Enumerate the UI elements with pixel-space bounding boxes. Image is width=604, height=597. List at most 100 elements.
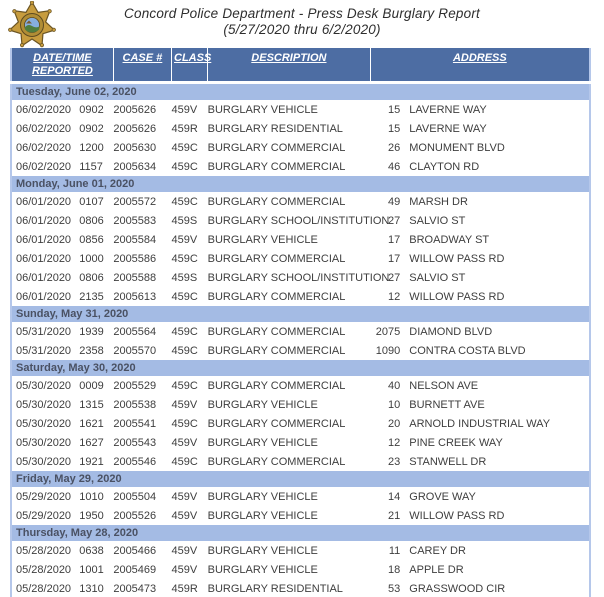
cell-block-number: 12	[370, 433, 401, 452]
incident-row: 06/01/2020 0856 2005584 459V BURGLARY VEHICL…	[11, 230, 590, 249]
cell-block-number: 15	[370, 100, 401, 119]
incident-row: 06/01/2020 0806 2005588 459S BURGLARY SCHOOL…	[11, 268, 590, 287]
cell-street-name: CONTRA COSTA BLVD	[400, 341, 590, 360]
cell-description: BURGLARY VEHICLE	[207, 506, 371, 525]
cell-time-reported: 0009	[79, 376, 114, 395]
cell-street-name: GRASSWOOD CIR	[400, 579, 590, 597]
cell-case-number: 2005613	[113, 287, 172, 306]
incident-row: 05/28/2020 0638 2005466 459V BURGLARY VEHICL…	[11, 541, 590, 560]
cell-block-number: 46	[370, 157, 401, 176]
incident-row: 06/01/2020 0107 2005572 459C BURGLARY COMMER…	[11, 192, 590, 211]
cell-street-name: CAREY DR	[400, 541, 590, 560]
day-section-label: Thursday, May 28, 2020	[11, 525, 590, 541]
cell-description: BURGLARY SCHOOL/INSTITUTION	[207, 211, 389, 230]
cell-block-number: 14	[370, 487, 401, 506]
cell-time-reported: 2135	[79, 287, 114, 306]
cell-date: 05/29/2020	[11, 487, 80, 506]
cell-case-number: 2005504	[113, 487, 172, 506]
cell-class-code: 459V	[171, 506, 208, 525]
cell-date: 05/30/2020	[11, 433, 80, 452]
cell-block-number: 18	[370, 560, 401, 579]
cell-description: BURGLARY COMMERCIAL	[207, 192, 371, 211]
cell-description: BURGLARY VEHICLE	[207, 230, 371, 249]
cell-class-code: 459V	[171, 560, 208, 579]
cell-class-code: 459S	[171, 211, 208, 230]
cell-street-name: WILLOW PASS RD	[400, 287, 590, 306]
incident-row: 06/01/2020 2135 2005613 459C BURGLARY COMMER…	[11, 287, 590, 306]
cell-time-reported: 1315	[79, 395, 114, 414]
cell-class-code: 459C	[171, 414, 208, 433]
cell-class-code: 459V	[171, 433, 208, 452]
cell-class-code: 459C	[171, 322, 208, 341]
cell-class-code: 459C	[171, 249, 208, 268]
cell-time-reported: 1939	[79, 322, 114, 341]
incident-row: 05/29/2020 1950 2005526 459V BURGLARY VEHICL…	[11, 506, 590, 525]
column-header-case-number: CASE #	[112, 48, 172, 83]
cell-case-number: 2005634	[113, 157, 172, 176]
table-header-row: DATE/TIME REPORTED CASE # CLASS DESCRIPT…	[11, 48, 590, 83]
cell-time-reported: 0902	[79, 100, 114, 119]
incident-row: 05/31/2020 2358 2005570 459C BURGLARY COMMER…	[11, 341, 590, 360]
cell-date: 06/01/2020	[11, 211, 80, 230]
police-star-badge-icon	[8, 1, 56, 48]
incident-row: 05/30/2020 1921 2005546 459C BURGLARY COMMER…	[11, 452, 590, 471]
incident-row: 06/02/2020 0902 2005626 459V BURGLARY VEHICL…	[11, 100, 590, 119]
cell-date: 06/01/2020	[11, 249, 80, 268]
cell-block-number: 20	[370, 414, 401, 433]
cell-block-number: 49	[370, 192, 401, 211]
day-section-label: Tuesday, June 02, 2020	[11, 82, 590, 100]
cell-date: 05/31/2020	[11, 322, 80, 341]
cell-block-number: 12	[370, 287, 401, 306]
day-section-row: Saturday, May 30, 2020	[11, 360, 590, 376]
cell-description: BURGLARY VEHICLE	[207, 395, 371, 414]
cell-description: BURGLARY COMMERCIAL	[207, 414, 371, 433]
cell-case-number: 2005626	[113, 100, 172, 119]
cell-street-name: STANWELL DR	[400, 452, 590, 471]
cell-class-code: 459V	[171, 541, 208, 560]
cell-case-number: 2005588	[113, 268, 172, 287]
day-section-row: Friday, May 29, 2020	[11, 471, 590, 487]
cell-street-name: BURNETT AVE	[400, 395, 590, 414]
cell-block-number: 2075	[370, 322, 401, 341]
cell-block-number: 27	[370, 268, 401, 287]
cell-case-number: 2005630	[113, 138, 172, 157]
cell-block-number: 17	[370, 230, 401, 249]
cell-time-reported: 0638	[79, 541, 114, 560]
cell-description: BURGLARY SCHOOL/INSTITUTION	[207, 268, 389, 287]
cell-date: 06/02/2020	[11, 138, 80, 157]
cell-case-number: 2005564	[113, 322, 172, 341]
cell-date: 05/30/2020	[11, 376, 80, 395]
cell-date: 06/02/2020	[11, 119, 80, 138]
cell-class-code: 459V	[171, 230, 208, 249]
incident-row: 05/30/2020 1621 2005541 459C BURGLARY COMMER…	[11, 414, 590, 433]
cell-time-reported: 1627	[79, 433, 114, 452]
cell-case-number: 2005584	[113, 230, 172, 249]
cell-class-code: 459V	[171, 100, 208, 119]
cell-block-number: 15	[370, 119, 401, 138]
incident-row: 05/30/2020 1627 2005543 459V BURGLARY VEHICL…	[11, 433, 590, 452]
column-header-date-time-reported: DATE/TIME REPORTED	[11, 48, 114, 83]
day-section-label: Friday, May 29, 2020	[11, 471, 590, 487]
cell-case-number: 2005570	[113, 341, 172, 360]
cell-date: 05/28/2020	[11, 541, 80, 560]
cell-description: BURGLARY COMMERCIAL	[207, 341, 371, 360]
cell-date: 05/30/2020	[11, 414, 80, 433]
cell-time-reported: 0806	[79, 211, 114, 230]
cell-block-number: 11	[370, 541, 401, 560]
cell-block-number: 17	[370, 249, 401, 268]
day-section-label: Sunday, May 31, 2020	[11, 306, 590, 322]
cell-street-name: SALVIO ST	[400, 268, 590, 287]
day-section-row: Monday, June 01, 2020	[11, 176, 590, 192]
cell-class-code: 459C	[171, 192, 208, 211]
cell-street-name: PINE CREEK WAY	[400, 433, 590, 452]
day-section-label: Monday, June 01, 2020	[11, 176, 590, 192]
cell-description: BURGLARY RESIDENTIAL	[207, 119, 371, 138]
cell-date: 05/28/2020	[11, 560, 80, 579]
cell-case-number: 2005529	[113, 376, 172, 395]
cell-street-name: LAVERNE WAY	[400, 119, 590, 138]
cell-street-name: MARSH DR	[400, 192, 590, 211]
column-header-description: DESCRIPTION	[207, 48, 371, 83]
cell-class-code: 459C	[171, 138, 208, 157]
cell-time-reported: 1921	[79, 452, 114, 471]
cell-street-name: CLAYTON RD	[400, 157, 590, 176]
